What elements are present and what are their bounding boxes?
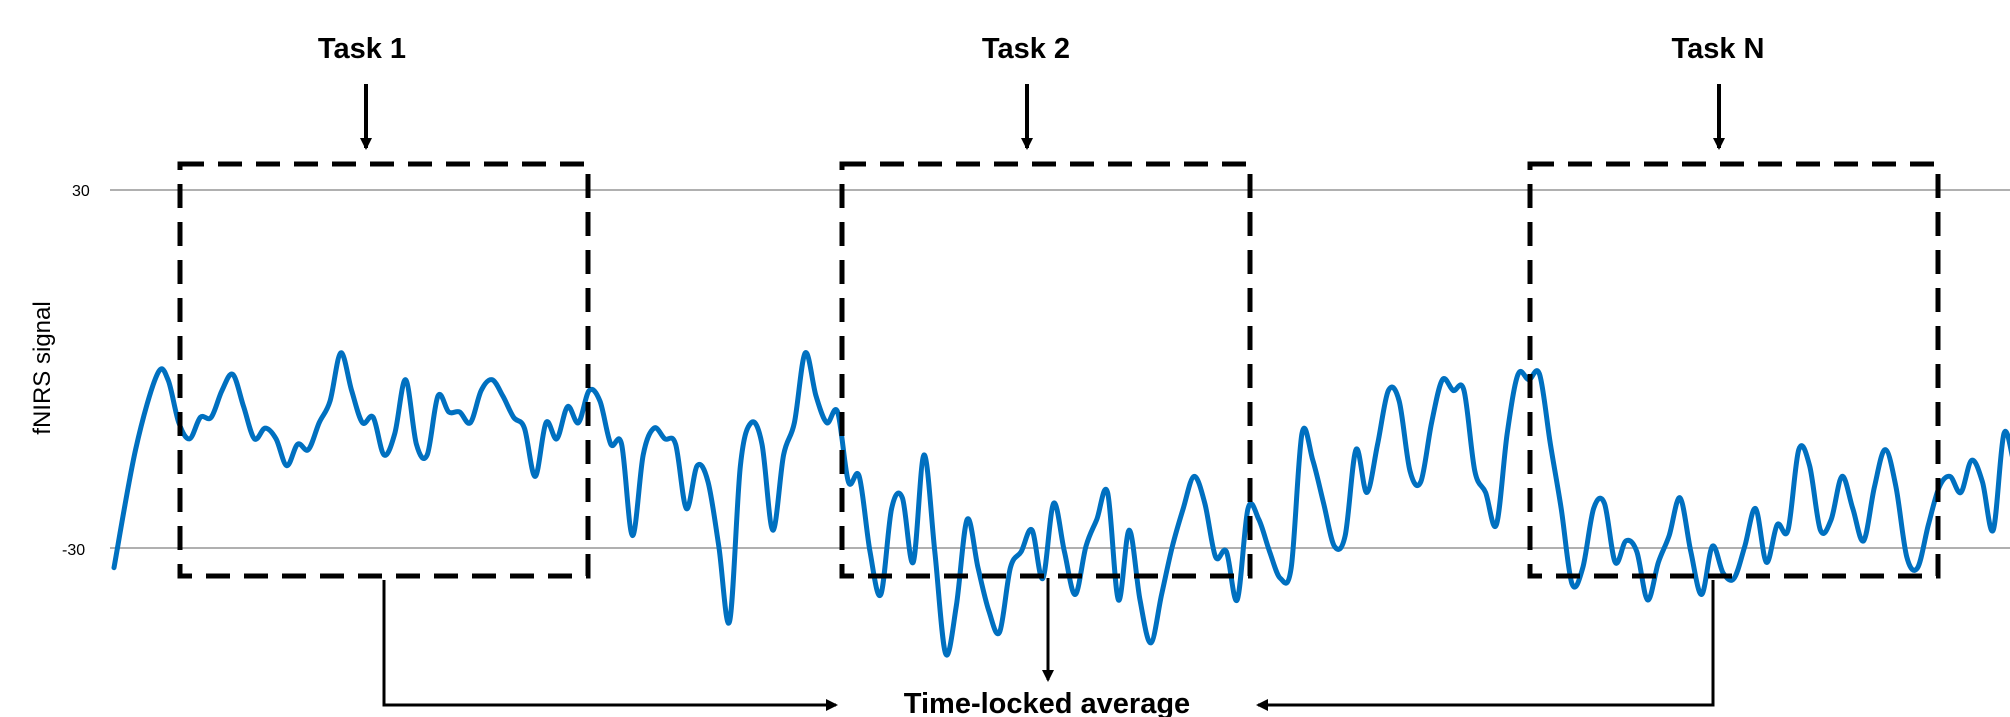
y-axis-label: fNIRS signal [29,301,56,434]
task-1-window [177,161,591,579]
fnirs-signal-trace [111,350,2010,658]
task-2-window [839,161,1253,579]
task-1-label: Task 1 [318,33,406,65]
task-2-label: Task 2 [982,33,1070,65]
y-tick-min: -30 [62,542,85,559]
task-n-label: Task N [1672,33,1765,65]
task-1-connector [382,580,838,711]
task-n-window [1527,161,1941,579]
time-locked-average-label: Time-locked average [904,688,1190,717]
task-n-connector [1256,580,1715,711]
y-tick-max: 30 [72,183,90,200]
